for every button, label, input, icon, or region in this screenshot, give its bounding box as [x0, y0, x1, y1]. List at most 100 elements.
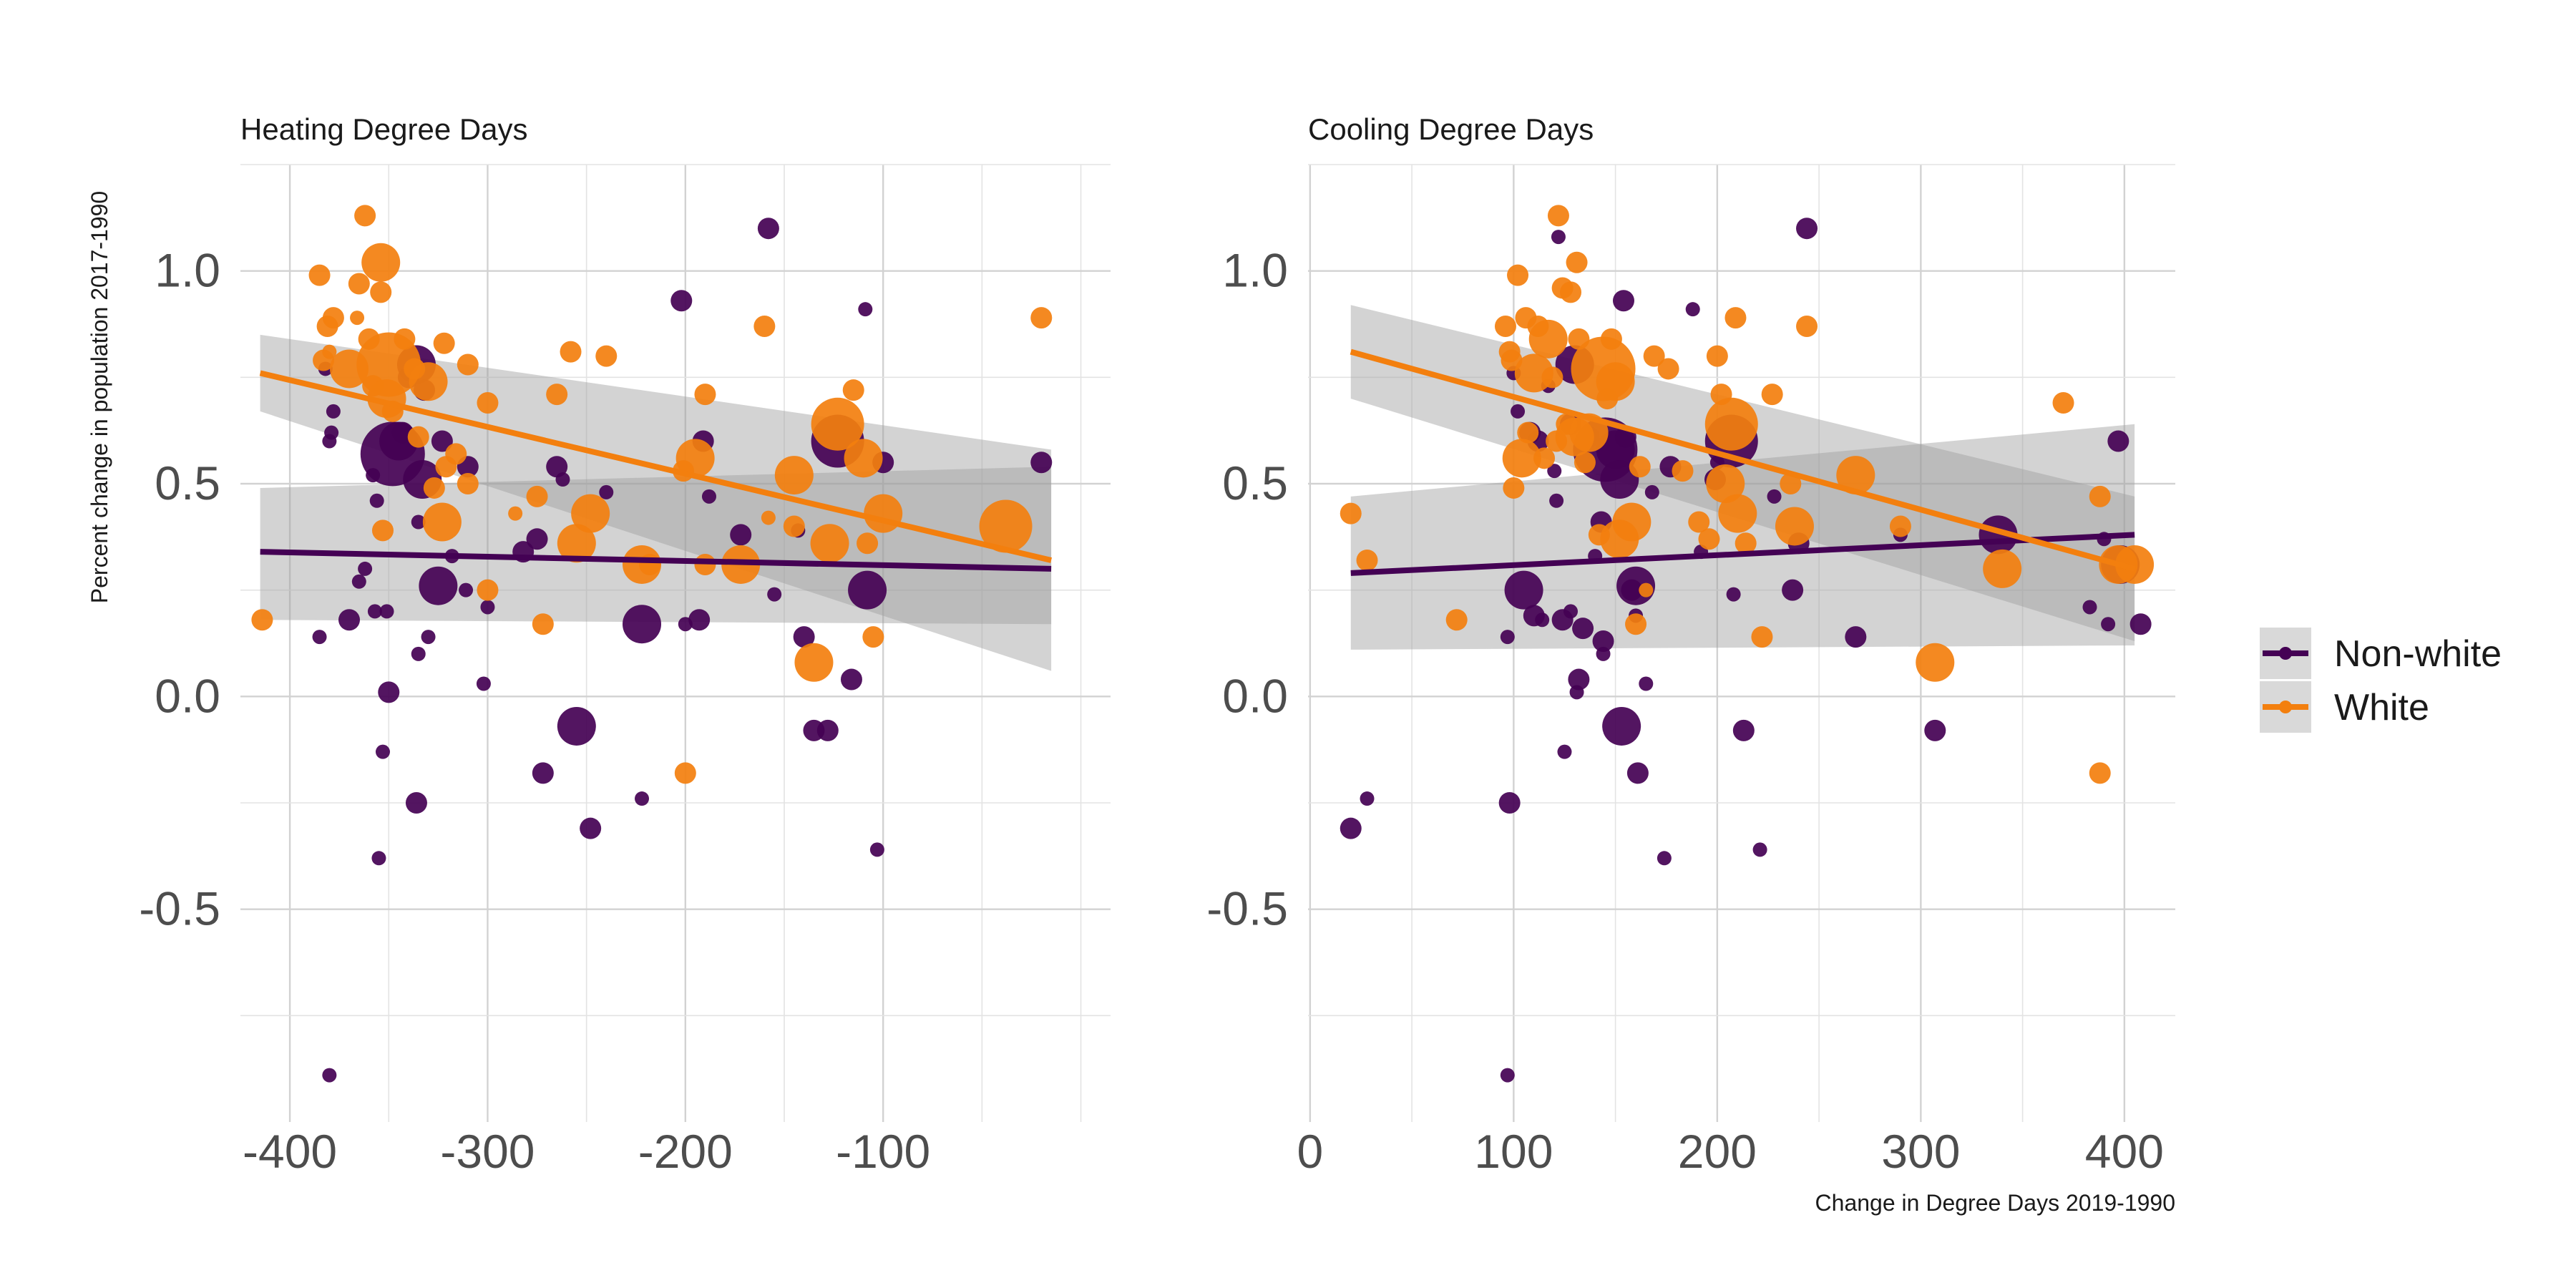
point-white — [595, 345, 618, 367]
point-white — [857, 532, 879, 555]
point-nonwhite — [375, 744, 390, 759]
fit-line-white — [1350, 348, 2136, 572]
point-nonwhite — [379, 604, 394, 619]
legend-key-dot-nonwhite — [2279, 647, 2292, 660]
point-white — [1533, 447, 1556, 469]
point-white — [864, 494, 903, 533]
points-heating — [251, 205, 1053, 1083]
point-white — [423, 477, 445, 499]
panel-title-heating: Heating Degree Days — [240, 112, 528, 146]
point-nonwhite — [526, 528, 548, 550]
point-white — [811, 397, 864, 451]
point-nonwhite — [2129, 613, 2152, 635]
point-nonwhite — [1639, 676, 1654, 691]
point-white — [1612, 502, 1652, 542]
point-nonwhite — [2101, 617, 2116, 632]
x-tick-label: -400 — [243, 1125, 337, 1178]
point-white — [1625, 613, 1647, 635]
point-white — [1983, 549, 2022, 588]
point-white — [1566, 251, 1588, 273]
point-nonwhite — [322, 434, 337, 449]
point-white — [1704, 397, 1758, 451]
point-nonwhite — [532, 762, 554, 784]
point-white — [1541, 366, 1563, 389]
point-nonwhite — [555, 472, 570, 487]
point-nonwhite — [1360, 791, 1375, 806]
point-white — [1780, 473, 1802, 494]
y-axis-title: Percent change in population 2017-1990 — [87, 191, 112, 603]
point-white — [433, 332, 455, 354]
point-white — [1775, 507, 1814, 546]
point-white — [1560, 281, 1582, 303]
point-white — [979, 499, 1033, 553]
point-nonwhite — [1563, 604, 1579, 619]
point-nonwhite — [431, 430, 453, 452]
x-tick-label: -200 — [638, 1125, 733, 1178]
point-white — [1502, 439, 1541, 478]
point-nonwhite — [421, 630, 436, 645]
point-white — [783, 515, 805, 537]
point-white — [1547, 205, 1569, 227]
point-white — [546, 384, 568, 406]
point-nonwhite — [580, 817, 602, 839]
point-white — [842, 379, 864, 401]
point-nonwhite — [848, 570, 887, 610]
point-white — [2089, 762, 2111, 784]
y-tick-label: 0.0 — [1222, 669, 1288, 722]
y-tick-label: 0.5 — [155, 457, 220, 509]
point-white — [1030, 307, 1053, 329]
point-nonwhite — [1500, 1068, 1515, 1083]
point-nonwhite — [816, 719, 839, 741]
x-tick-label: 200 — [1678, 1125, 1757, 1178]
point-white — [694, 384, 716, 406]
y-tick-label: 1.0 — [155, 244, 220, 297]
point-nonwhite — [858, 302, 873, 317]
x-tick-label: 300 — [1881, 1125, 1960, 1178]
point-nonwhite — [419, 566, 458, 605]
point-white — [251, 609, 273, 631]
x-tick-label: 400 — [2085, 1125, 2164, 1178]
point-nonwhite — [670, 290, 693, 312]
point-white — [477, 392, 499, 414]
point-nonwhite — [757, 218, 779, 240]
point-nonwhite — [369, 493, 384, 508]
point-white — [477, 579, 499, 601]
points-cooling — [1340, 205, 2155, 1083]
point-white — [526, 485, 548, 507]
point-white — [1596, 362, 1635, 401]
point-nonwhite — [1600, 460, 1639, 499]
y-tick-label: -0.5 — [1206, 882, 1288, 935]
point-white — [457, 353, 479, 376]
x-tick-labels-heating: -400 -300 -200 -100 — [243, 1125, 930, 1178]
point-nonwhite — [869, 842, 884, 857]
fit-line-nonwhite — [260, 549, 1052, 572]
point-nonwhite — [1340, 817, 1362, 839]
panel-title-cooling: Cooling Degree Days — [1308, 112, 1594, 146]
point-nonwhite — [1592, 630, 1614, 653]
point-nonwhite — [623, 605, 662, 644]
point-white — [753, 315, 776, 337]
point-white — [557, 524, 596, 563]
x-tick-label: 100 — [1474, 1125, 1553, 1178]
point-white — [422, 502, 462, 542]
point-white — [774, 456, 814, 495]
legend-label-white: White — [2334, 687, 2429, 728]
point-white — [1688, 511, 1710, 533]
point-white — [1657, 358, 1679, 380]
point-white — [862, 626, 884, 648]
point-nonwhite — [351, 574, 366, 589]
point-white — [1574, 452, 1596, 474]
point-white — [1916, 643, 1955, 682]
point-nonwhite — [1782, 579, 1804, 601]
point-white — [532, 613, 554, 635]
point-nonwhite — [599, 484, 614, 499]
point-white — [1629, 456, 1651, 478]
point-white — [445, 443, 467, 465]
point-nonwhite — [367, 604, 382, 619]
legend: Non-white White — [2260, 628, 2502, 733]
point-nonwhite — [1845, 626, 1867, 648]
point-white — [350, 311, 365, 326]
x-tick-label: -300 — [440, 1125, 535, 1178]
point-white — [409, 362, 448, 401]
